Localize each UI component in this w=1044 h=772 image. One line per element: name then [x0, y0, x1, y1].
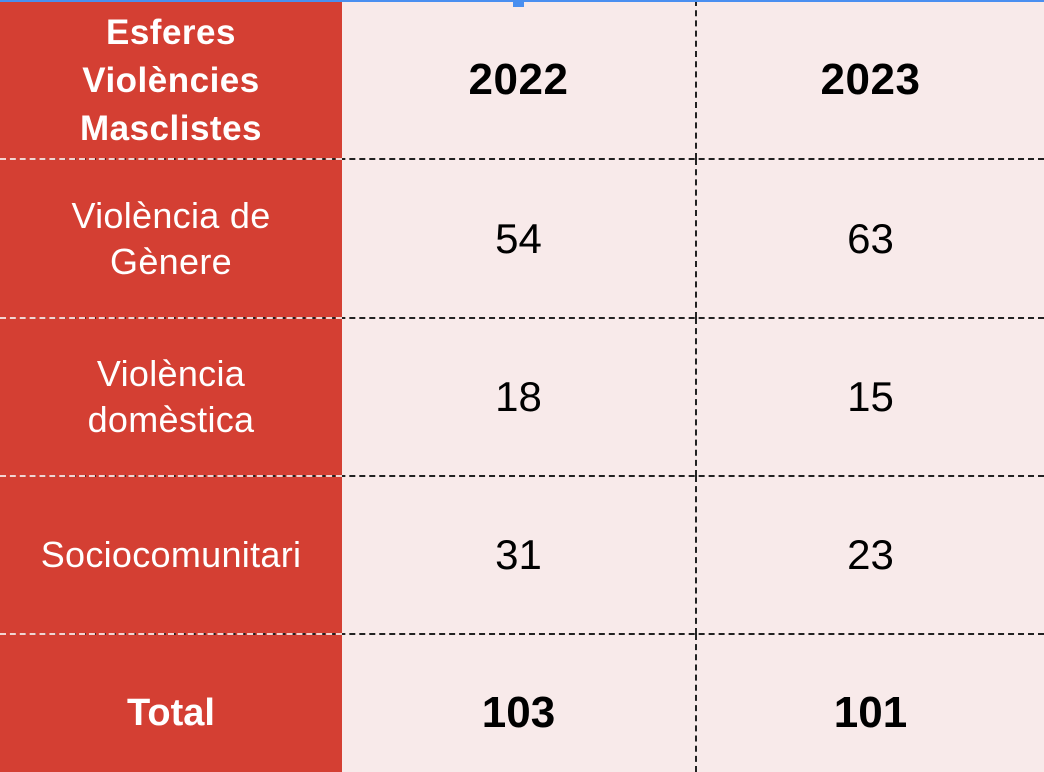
row-label-line: Gènere: [110, 240, 232, 282]
row-divider: [0, 317, 1044, 319]
value-cell-2022: 54: [342, 159, 697, 318]
row-label-cell: Sociocomunitari: [0, 476, 342, 634]
header-year-2023-cell: 2023: [697, 0, 1044, 159]
row-divider: [0, 475, 1044, 477]
row-divider-on-red: [0, 158, 342, 160]
total-2023: 101: [833, 688, 908, 737]
value-cell-2022: 18: [342, 318, 697, 476]
row-label-line: Sociocomunitari: [40, 534, 302, 575]
row-label-line: domèstica: [87, 399, 255, 440]
value-2022: 54: [495, 214, 542, 262]
total-cell-2022: 103: [342, 634, 697, 772]
row-divider: [0, 158, 1044, 160]
value-2022: 31: [495, 531, 542, 578]
header-category-line: Masclistes: [79, 108, 263, 148]
row-divider-on-red: [0, 317, 342, 319]
row-label-cell: Violència de Gènere: [0, 159, 342, 318]
value-cell-2023: 23: [697, 476, 1044, 634]
total-cell-2023: 101: [697, 634, 1044, 772]
row-divider-on-red: [0, 475, 342, 477]
resize-handle[interactable]: [513, 0, 524, 7]
total-label: Total: [127, 691, 215, 734]
value-cell-2023: 63: [697, 159, 1044, 318]
total-2022: 103: [481, 688, 556, 737]
row-divider-on-red: [0, 633, 342, 635]
row-label-cell: Violència domèstica: [0, 318, 342, 476]
value-cell-2022: 31: [342, 476, 697, 634]
value-2023: 23: [847, 531, 894, 578]
category-column-background: [0, 0, 342, 772]
header-year-2022: 2022: [468, 54, 569, 104]
total-label-cell: Total: [0, 634, 342, 772]
header-category-line: Violències: [82, 60, 260, 100]
value-2023: 63: [847, 214, 894, 262]
header-category-line: Esferes: [106, 12, 236, 52]
header-year-2023: 2023: [820, 54, 921, 104]
header-category-cell: Esferes Violències Masclistes: [0, 0, 342, 159]
value-2023: 15: [847, 373, 894, 420]
header-year-2022-cell: 2022: [342, 0, 697, 159]
value-2022: 18: [495, 373, 542, 420]
row-label-line: Violència de: [71, 194, 271, 236]
value-cell-2023: 15: [697, 318, 1044, 476]
row-divider: [0, 633, 1044, 635]
row-label-line: Violència: [96, 353, 246, 394]
